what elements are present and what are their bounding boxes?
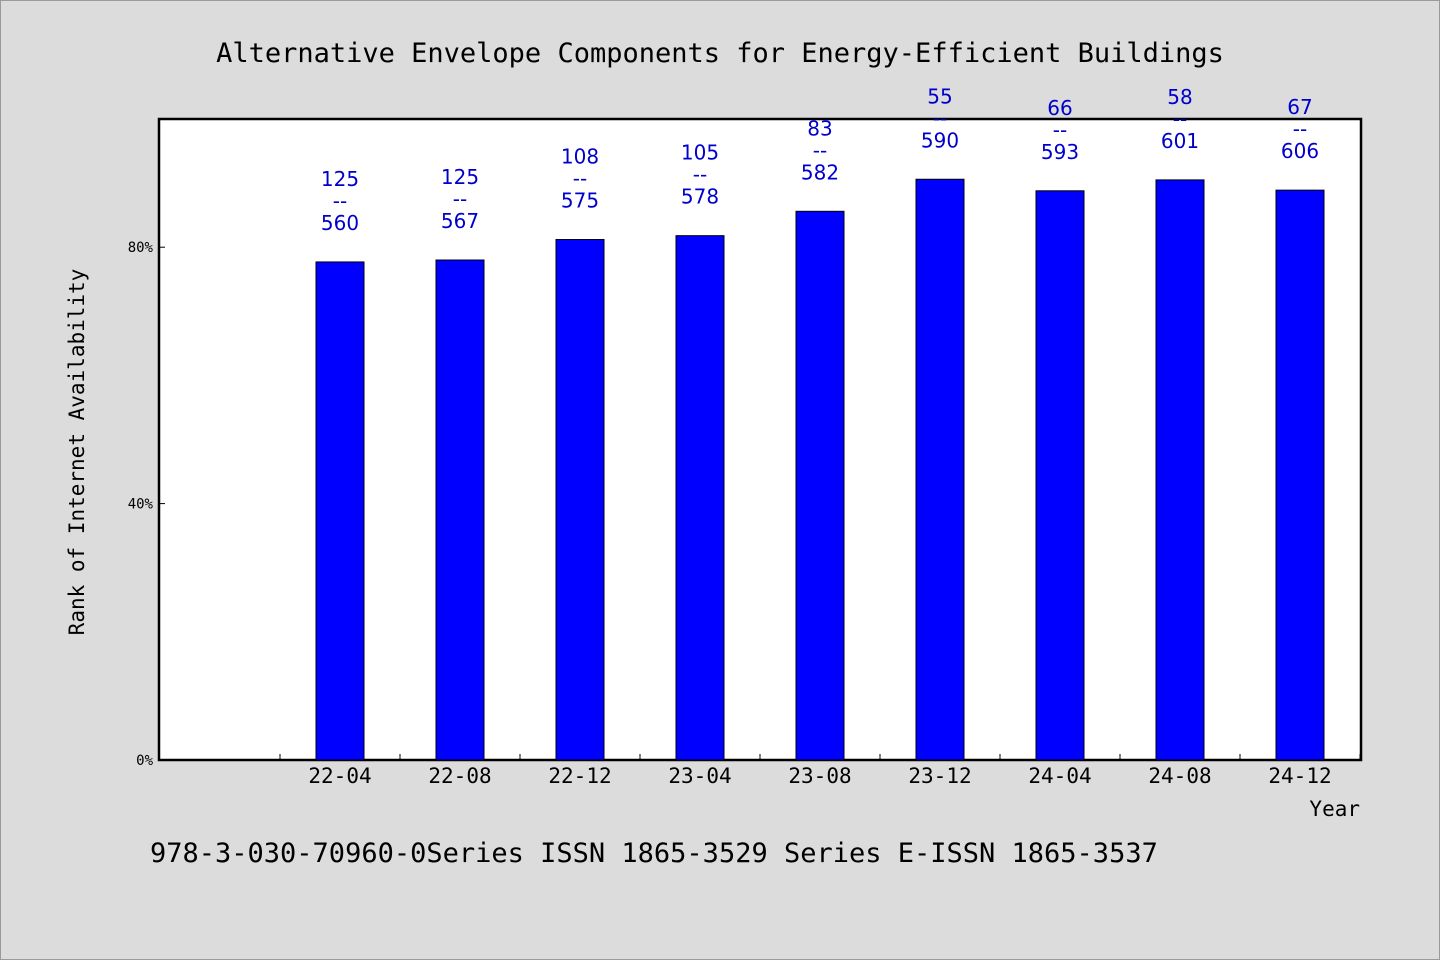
- data-label-23-08: 83 --582: [801, 116, 839, 184]
- data-label-24-12: 67 --606: [1281, 95, 1319, 163]
- bar-24-08: [1155, 179, 1205, 761]
- x-tick-label-24-08: 24-08: [1148, 764, 1211, 788]
- data-label-24-04: 66 --593: [1041, 96, 1079, 164]
- data-label-23-04: 105 --578: [681, 141, 719, 209]
- x-tick-label-23-08: 23-08: [788, 764, 851, 788]
- x-tick-label-23-04: 23-04: [668, 764, 731, 788]
- bar-24-04: [1035, 190, 1085, 761]
- x-tick-label-22-04: 22-04: [308, 764, 371, 788]
- x-tick-label-23-12: 23-12: [908, 764, 971, 788]
- x-tick-label-24-04: 24-04: [1028, 764, 1091, 788]
- y-tick-label-80: 80%: [128, 240, 154, 256]
- axes-layer: 22-04 22-08 22-12 23-04 23-08 23-12 24-04 24-08…: [128, 240, 1361, 788]
- bar-22-08: [435, 259, 485, 761]
- data-labels-layer: 125 --560 125 --567 108 --575 105 --578 83 --582 5…: [321, 84, 1319, 235]
- y-axis-label: Rank of Internet Availability: [65, 269, 89, 636]
- bar-24-12: [1275, 189, 1325, 761]
- x-tick-label-24-12: 24-12: [1268, 764, 1331, 788]
- bar-23-12: [915, 178, 965, 761]
- chart-title: Alternative Envelope Components for Ener…: [216, 38, 1224, 69]
- x-tick-label-22-12: 22-12: [548, 764, 611, 788]
- y-tick-label-0: 0%: [136, 753, 153, 769]
- bar-22-04: [315, 261, 365, 761]
- y-tick-label-40: 40%: [128, 497, 154, 513]
- x-tick-label-22-08: 22-08: [428, 764, 491, 788]
- data-label-22-08: 125 --567: [441, 165, 479, 233]
- data-label-23-12: 55 --590: [921, 84, 959, 152]
- bar-23-08: [795, 210, 845, 761]
- bars-layer: [315, 178, 1325, 761]
- bar-23-04: [675, 235, 725, 761]
- data-label-22-04: 125 --560: [321, 167, 359, 235]
- data-label-22-12: 108 --575: [561, 145, 599, 213]
- footer-identifiers: 978-3-030-70960-0Series ISSN 1865-3529 S…: [150, 838, 1158, 869]
- x-axis-label: Year: [1309, 797, 1360, 821]
- bar-22-12: [555, 239, 605, 761]
- data-label-24-08: 58 --601: [1161, 85, 1199, 153]
